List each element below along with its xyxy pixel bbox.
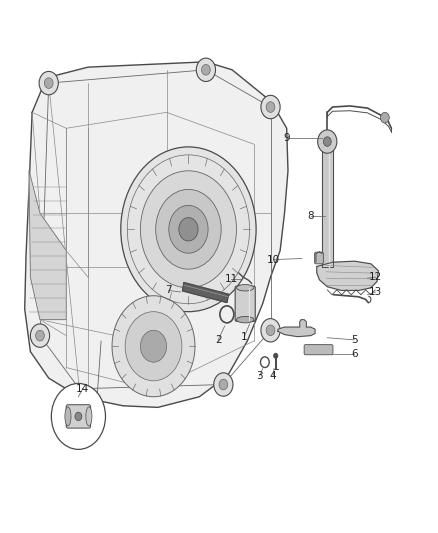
Polygon shape [321,147,333,266]
Text: 10: 10 [267,255,280,264]
Text: 7: 7 [166,286,172,295]
Circle shape [51,383,106,449]
Circle shape [39,71,58,95]
FancyBboxPatch shape [66,405,91,428]
Polygon shape [29,171,66,320]
Ellipse shape [237,285,254,291]
Circle shape [266,102,275,112]
Circle shape [141,171,237,288]
Circle shape [44,78,53,88]
Circle shape [219,379,228,390]
Text: 1: 1 [241,332,247,342]
Circle shape [261,95,280,119]
Circle shape [274,353,278,359]
Circle shape [381,112,389,123]
Circle shape [179,217,198,241]
Polygon shape [278,320,315,337]
Text: 3: 3 [256,371,263,381]
Polygon shape [25,62,288,407]
Text: 9: 9 [283,133,290,143]
Circle shape [155,189,221,269]
Circle shape [201,64,210,75]
Circle shape [141,330,166,362]
Circle shape [323,137,331,147]
Text: 11: 11 [225,274,238,284]
Polygon shape [317,261,378,290]
Circle shape [261,319,280,342]
Circle shape [196,58,215,82]
FancyBboxPatch shape [235,286,255,321]
Circle shape [318,130,337,154]
Circle shape [169,205,208,253]
Text: 8: 8 [307,211,314,221]
Circle shape [112,296,195,397]
Circle shape [35,330,44,341]
Text: 12: 12 [369,272,382,282]
Text: 5: 5 [351,335,358,345]
Circle shape [214,373,233,396]
Text: 6: 6 [351,349,358,359]
Polygon shape [183,282,229,303]
Text: 14: 14 [76,384,89,394]
Circle shape [75,412,82,421]
Text: 13: 13 [369,287,382,297]
Circle shape [266,325,275,336]
Circle shape [125,312,182,381]
FancyBboxPatch shape [304,345,333,355]
Ellipse shape [237,317,254,323]
Circle shape [30,324,49,348]
FancyBboxPatch shape [314,252,323,264]
Text: 2: 2 [215,335,222,345]
Text: 4: 4 [270,371,276,381]
Ellipse shape [65,407,71,426]
Ellipse shape [86,407,92,426]
Circle shape [121,147,256,312]
